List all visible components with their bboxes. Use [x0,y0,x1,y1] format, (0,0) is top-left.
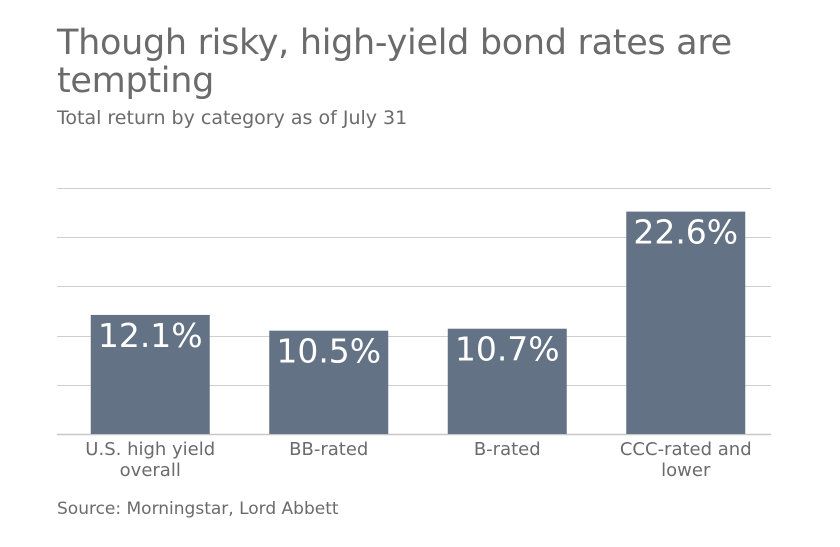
category-label-line: lower [661,460,711,481]
chart-source: Source: Morningstar, Lord Abbett [57,499,339,519]
category-label-line: B-rated [474,439,541,460]
bar-value-label: 10.5% [276,332,381,371]
category-labels: U.S. high yield overall BB-rated B-rated CCC… [85,439,751,481]
bar-value-label: 10.7% [455,330,560,369]
category-label: U.S. high yield overall [85,439,215,481]
category-label-line: overall [120,460,181,481]
bar-value-label: 12.1% [98,316,203,355]
bar [90,314,210,434]
bar [269,330,389,434]
bar-value-labels: 12.1% 10.5% 10.7% 22.6% [98,213,738,371]
category-label-line: U.S. high yield [85,439,215,460]
bars [90,211,746,434]
bar [626,211,746,434]
category-label: B-rated [474,439,541,460]
category-label-line: CCC-rated and [620,439,752,460]
bar [447,328,567,434]
category-label-line: BB-rated [289,439,368,460]
chart-subtitle: Total return by category as of July 31 [57,107,408,129]
category-label: CCC-rated and lower [620,439,752,481]
chart-title: Though risky, high-yield bond rates are … [57,23,732,101]
category-label: BB-rated [289,439,368,460]
bar-value-label: 22.6% [633,213,738,252]
